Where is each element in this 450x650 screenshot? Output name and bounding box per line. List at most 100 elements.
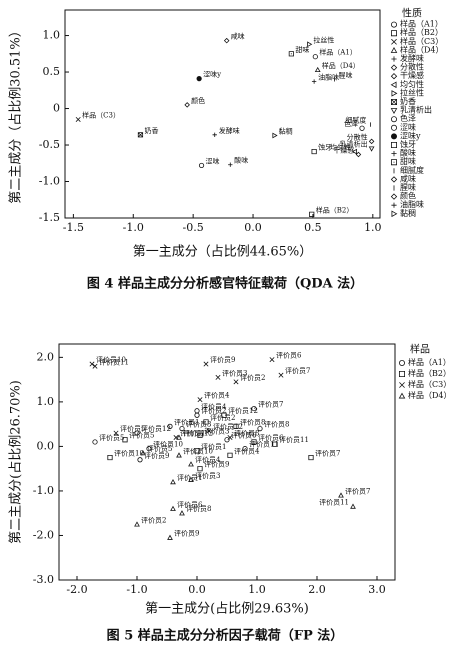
x-tick-label: -2.0 bbox=[66, 583, 87, 596]
point-label: 均匀性 bbox=[330, 143, 351, 152]
point bbox=[223, 37, 230, 44]
point bbox=[167, 423, 173, 429]
point bbox=[197, 432, 203, 438]
legend-label: 样品（A1） bbox=[400, 19, 443, 29]
legend-label: 样品（D4） bbox=[400, 44, 444, 54]
point-label: 评价员5 bbox=[120, 425, 145, 433]
legend-label: 乳清析出 bbox=[400, 105, 432, 115]
point-label: 评价员12 bbox=[141, 425, 171, 433]
point-label: 涩味y bbox=[203, 70, 221, 79]
point-label: 评价员10 bbox=[96, 356, 126, 364]
point-label: 评价员2 bbox=[240, 374, 265, 382]
point-label: 色泽 bbox=[344, 119, 358, 128]
point bbox=[107, 454, 113, 461]
y-axis-label: 第二主成分(占比例26.70%) bbox=[9, 380, 24, 544]
point bbox=[227, 435, 233, 440]
point bbox=[197, 397, 203, 403]
point bbox=[314, 66, 321, 73]
point-label: 评价员1 bbox=[177, 474, 202, 482]
plot-frame bbox=[58, 343, 396, 581]
point bbox=[176, 434, 182, 440]
point bbox=[196, 76, 202, 82]
point-label: 样品（A1） bbox=[319, 48, 357, 57]
point bbox=[137, 457, 143, 463]
x-tick-label: 1.0 bbox=[248, 583, 266, 596]
legend-marker bbox=[391, 56, 397, 62]
legend-label: 奶香 bbox=[400, 96, 416, 106]
point-label: 拉丝性 bbox=[313, 35, 334, 44]
y-tick-label: -1.0 bbox=[33, 484, 54, 497]
point-label: 评价员9 bbox=[210, 356, 235, 364]
legend-marker bbox=[391, 38, 397, 45]
point-label: 评价员3 bbox=[204, 427, 229, 435]
x-axis-label: 第一主成分(占比例29.63%) bbox=[145, 602, 309, 617]
point-label: 评价员5 bbox=[99, 434, 124, 442]
point-label: 评价员4 bbox=[201, 403, 227, 411]
point bbox=[350, 503, 356, 509]
point bbox=[167, 534, 173, 540]
x-tick-label: -0.5 bbox=[183, 221, 204, 234]
point-label: 样品（C3） bbox=[82, 110, 120, 119]
point-label: 评价员4 bbox=[204, 392, 230, 400]
point bbox=[92, 363, 98, 369]
point-label: 评价员6 bbox=[177, 501, 203, 509]
point bbox=[92, 439, 98, 445]
point bbox=[311, 79, 317, 84]
legend-label: 涩味y bbox=[400, 130, 421, 140]
legend-marker bbox=[399, 382, 405, 388]
y-tick-label: 2.0 bbox=[37, 350, 55, 363]
legend-label: 色泽 bbox=[400, 113, 416, 123]
point-label: 甜味 bbox=[295, 45, 309, 54]
point bbox=[228, 162, 233, 167]
y-tick-label: 1.0 bbox=[37, 395, 55, 408]
point-label: 腥味 bbox=[338, 70, 352, 79]
point bbox=[198, 162, 205, 169]
point-label: 评价员8 bbox=[186, 505, 211, 513]
point bbox=[134, 521, 140, 527]
y-tick-label: 0 bbox=[53, 102, 60, 115]
point-label: 评价员2 bbox=[210, 414, 235, 422]
point bbox=[194, 408, 200, 414]
point-label: 发酵味 bbox=[219, 126, 240, 135]
point-label: 评价员10 bbox=[153, 441, 183, 449]
point bbox=[188, 461, 194, 467]
caption: 图 5 样品主成分分析因子载荷（FP 法） bbox=[107, 628, 344, 644]
point-label: 评价员2 bbox=[201, 407, 226, 415]
point-label: 评价员2 bbox=[141, 516, 166, 524]
point bbox=[278, 372, 284, 378]
legend-label: 样品（B2） bbox=[400, 27, 443, 37]
legend-marker bbox=[391, 142, 397, 148]
point-label: 咸味 bbox=[231, 32, 245, 41]
point bbox=[312, 54, 318, 60]
legend-label: 颜色 bbox=[400, 191, 416, 201]
x-axis-label: 第一主成分（占比例44.65%） bbox=[133, 245, 313, 260]
point-label: 评价员1 bbox=[180, 430, 205, 438]
point bbox=[184, 102, 190, 108]
legend-marker bbox=[399, 360, 406, 366]
legend-label: 样品（B2） bbox=[408, 368, 450, 378]
legend-marker bbox=[390, 73, 398, 80]
point-label: 评价员3 bbox=[195, 472, 220, 480]
caption: 图 4 样品主成分分析感官特征载荷（QDA 法） bbox=[87, 276, 363, 292]
point-label: 蚀牙 bbox=[318, 143, 332, 152]
point bbox=[170, 479, 176, 485]
point-label: 评价员10 bbox=[183, 447, 213, 455]
legend-title: 性质 bbox=[402, 7, 422, 20]
point bbox=[212, 132, 217, 137]
point bbox=[227, 452, 233, 458]
point-label: 评价员1 bbox=[201, 443, 226, 451]
legend-label: 均匀性 bbox=[400, 79, 424, 89]
point bbox=[134, 430, 140, 436]
point-label: 评价员12 bbox=[183, 430, 213, 438]
point-label: 干燥感 bbox=[333, 146, 354, 155]
legend-marker bbox=[390, 46, 398, 53]
legend-label: 蚀牙 bbox=[400, 139, 416, 149]
point bbox=[308, 454, 314, 461]
legend-label: 涩味 bbox=[400, 122, 416, 132]
point-label: 评价员9 bbox=[174, 530, 199, 538]
point-label: 颜色 bbox=[191, 96, 205, 105]
point bbox=[170, 505, 176, 511]
point bbox=[122, 437, 128, 443]
point-label: 评价员11 bbox=[249, 441, 279, 449]
legend-marker bbox=[391, 99, 397, 105]
